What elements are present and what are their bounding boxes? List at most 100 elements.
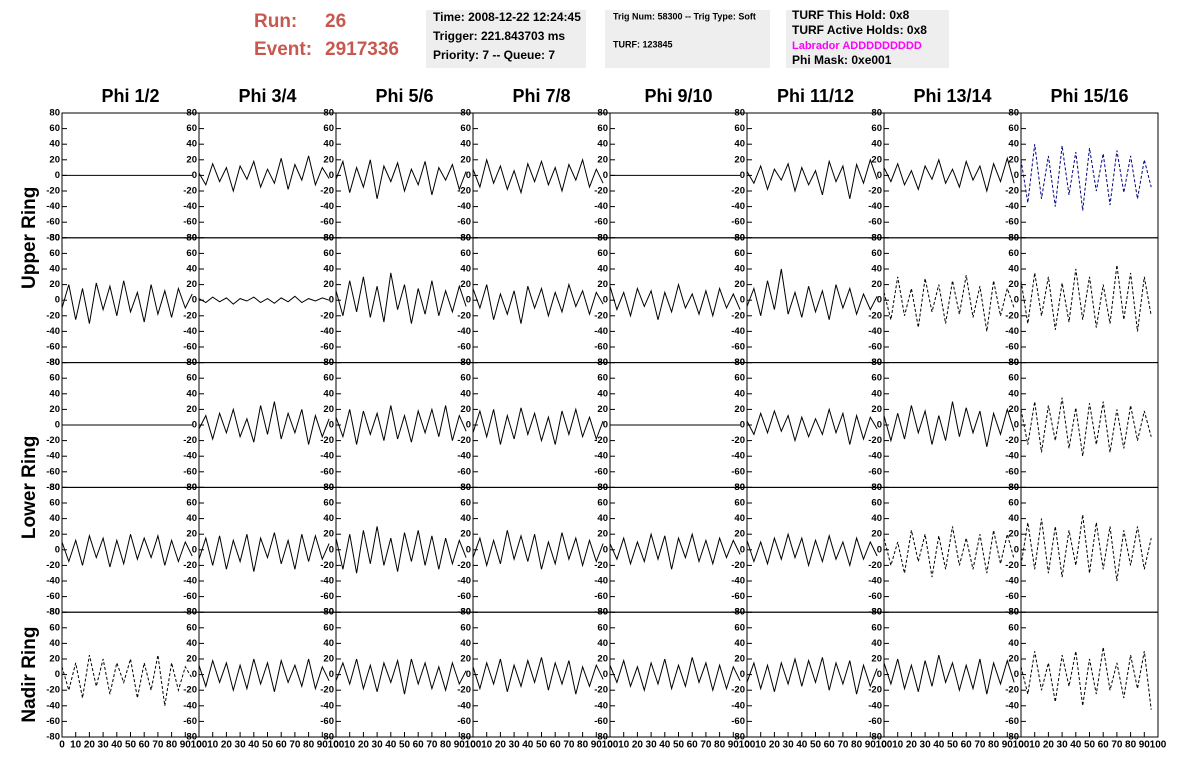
y-tick-label: 20 (871, 279, 882, 290)
x-tick-label: 80 (1125, 740, 1137, 751)
x-tick-label: 80 (577, 740, 589, 751)
y-tick-label: 20 (49, 404, 60, 415)
y-tick-label: -40 (731, 201, 745, 212)
y-tick-label: 60 (1008, 248, 1019, 259)
y-tick-label: 40 (597, 264, 608, 275)
x-tick-label: 10 (892, 740, 904, 751)
y-tick-label: 60 (1008, 123, 1019, 134)
y-tick-label: -60 (46, 466, 60, 477)
y-tick-label: 40 (323, 513, 334, 524)
panel-frame (746, 237, 885, 364)
y-tick-label: -80 (183, 732, 197, 743)
panel-frame (335, 486, 474, 613)
y-tick-label: 60 (460, 248, 471, 259)
y-tick-label: 20 (871, 404, 882, 415)
y-tick-label: 0 (466, 669, 471, 680)
x-tick-label: 40 (248, 740, 260, 751)
y-tick-label: -60 (731, 591, 745, 602)
y-tick-label: 80 (734, 232, 745, 243)
y-tick-label: -40 (320, 700, 334, 711)
y-tick-label: 20 (323, 279, 334, 290)
panel-frame (472, 486, 611, 613)
x-tick-label: 80 (851, 740, 863, 751)
y-tick-label: -40 (320, 201, 334, 212)
y-tick-label: 80 (49, 108, 60, 119)
x-tick-label: 50 (1084, 740, 1096, 751)
y-tick-label: 80 (871, 607, 882, 618)
x-tick-label: 60 (687, 740, 699, 751)
waveform (61, 654, 193, 706)
y-tick-label: 80 (323, 357, 334, 368)
panel-frame (198, 611, 337, 738)
y-tick-label: -20 (594, 310, 608, 321)
turf-active: TURF Active Holds: 0x8 (792, 23, 927, 37)
y-tick-label: -60 (1005, 591, 1019, 602)
y-tick-label: 0 (740, 669, 745, 680)
y-tick-label: -20 (320, 685, 334, 696)
row-title: Nadir Ring (19, 627, 40, 723)
y-tick-label: -60 (1005, 716, 1019, 727)
waveform (335, 159, 467, 199)
y-tick-label: -20 (868, 310, 882, 321)
x-tick-label: 90 (317, 740, 329, 751)
row-title: Lower Ring (19, 436, 40, 539)
y-tick-label: -40 (183, 201, 197, 212)
x-tick-label: 50 (399, 740, 411, 751)
y-tick-label: 20 (323, 529, 334, 540)
y-tick-label: 80 (871, 232, 882, 243)
y-tick-label: 40 (871, 513, 882, 524)
column-title: Phi 5/6 (375, 86, 433, 106)
panel-frame (746, 611, 885, 738)
y-tick-label: 80 (186, 232, 197, 243)
y-tick-label: -60 (594, 591, 608, 602)
y-tick-label: 0 (329, 669, 334, 680)
y-tick-label: -40 (46, 451, 60, 462)
y-tick-label: 20 (49, 654, 60, 665)
x-tick-label: 30 (235, 740, 247, 751)
y-tick-label: -60 (731, 217, 745, 228)
x-tick-label: 10 (1029, 740, 1041, 751)
y-tick-label: 60 (323, 498, 334, 509)
y-tick-label: 40 (186, 264, 197, 275)
x-tick-label: 30 (1057, 740, 1069, 751)
y-tick-label: 60 (186, 373, 197, 384)
y-tick-label: 40 (186, 139, 197, 150)
y-tick-label: 80 (597, 232, 608, 243)
info-box (426, 10, 586, 68)
y-tick-label: 60 (597, 373, 608, 384)
y-tick-label: 40 (871, 388, 882, 399)
x-tick-label: 0 (607, 740, 613, 751)
y-tick-label: 20 (734, 529, 745, 540)
x-tick-label: 100 (465, 740, 482, 751)
x-tick-label: 70 (974, 740, 986, 751)
y-tick-label: 60 (871, 248, 882, 259)
y-tick-label: -60 (731, 342, 745, 353)
y-tick-label: -40 (1005, 201, 1019, 212)
y-tick-label: -60 (1005, 342, 1019, 353)
x-tick-label: 10 (618, 740, 630, 751)
y-tick-label: 60 (1008, 622, 1019, 633)
y-tick-label: 80 (323, 108, 334, 119)
y-tick-label: -60 (320, 217, 334, 228)
y-tick-label: 80 (49, 607, 60, 618)
y-tick-label: 0 (1014, 544, 1019, 555)
waveform (472, 157, 604, 195)
y-tick-label: 0 (740, 295, 745, 306)
panel-frame (609, 486, 748, 613)
x-tick-label: 100 (191, 740, 208, 751)
waveform (198, 658, 330, 693)
y-tick-label: -40 (320, 451, 334, 462)
y-tick-label: -60 (457, 342, 471, 353)
y-tick-label: 0 (192, 295, 197, 306)
y-tick-label: 0 (329, 295, 334, 306)
y-tick-label: -20 (457, 186, 471, 197)
y-tick-label: -40 (320, 326, 334, 337)
y-tick-label: 60 (186, 123, 197, 134)
y-tick-label: -20 (731, 435, 745, 446)
y-tick-label: -20 (320, 560, 334, 571)
y-tick-label: 0 (466, 544, 471, 555)
y-tick-label: 40 (1008, 264, 1019, 275)
y-tick-label: -60 (868, 591, 882, 602)
trig-num: Trig Num: 58300 -- Trig Type: Soft (613, 11, 756, 21)
